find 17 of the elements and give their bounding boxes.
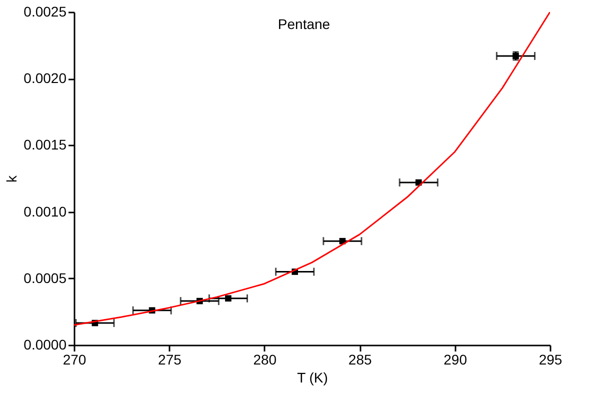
x-axis-title: T (K) [297,370,328,386]
x-tick-label: 285 [348,352,372,368]
x-tick-label: 280 [253,352,277,368]
y-axis-title: k [4,174,20,182]
x-tick-label: 290 [444,352,468,368]
y-tick-label: 0.0015 [24,136,67,153]
x-tick-label: 295 [538,352,562,368]
y-tick-label: 0.0010 [24,203,67,220]
point [225,295,232,302]
y-tick-label: 0.0025 [24,4,67,20]
annotation: Pentane [278,16,330,32]
line-series [74,12,550,326]
x-tick-label: 270 [62,352,86,368]
y-tick-label: 0.0000 [24,336,67,352]
y-tick-label: 0.0005 [24,270,67,286]
x-tick-label: 275 [158,352,182,368]
y-tick-label: 0.0020 [24,70,67,86]
